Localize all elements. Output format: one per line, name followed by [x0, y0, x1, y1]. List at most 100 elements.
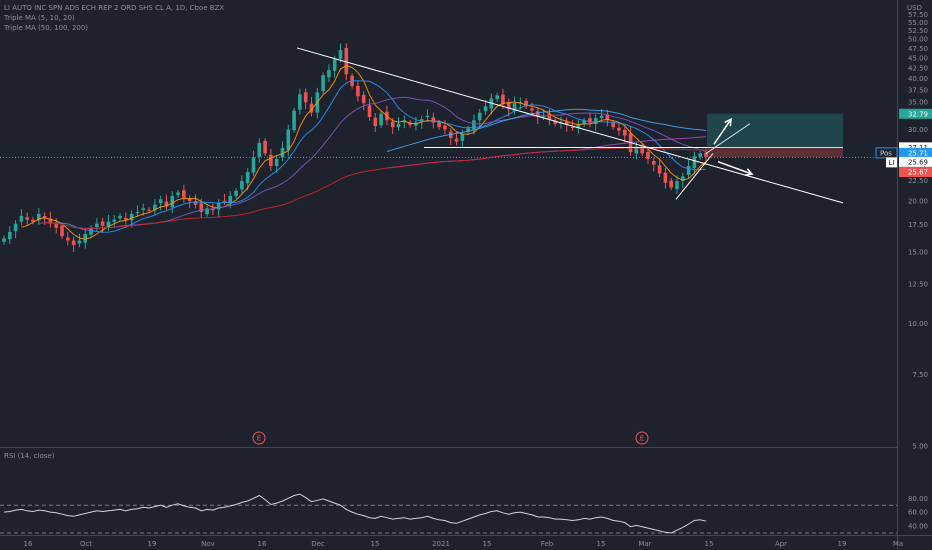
time-axis-tick: 16: [258, 540, 267, 548]
candle-body: [211, 209, 215, 211]
candle-body: [390, 121, 395, 128]
candle-body: [570, 126, 575, 128]
arrow-up-head: [724, 117, 732, 127]
candle-body: [605, 114, 610, 121]
candle-body: [240, 181, 244, 190]
candle-body: [187, 199, 192, 202]
price-axis-tick: 55.00: [908, 19, 928, 27]
candle-body: [692, 156, 697, 169]
rsi-axis-tick: 40.00: [908, 523, 928, 531]
price-axis-tick: 10.00: [908, 320, 928, 328]
pos-tag-label: Pos: [880, 149, 892, 157]
candle-body: [89, 227, 93, 235]
channel-lower: [675, 153, 714, 200]
arrow-down: [717, 160, 753, 175]
candle-body: [344, 48, 349, 75]
candle-body: [25, 217, 30, 220]
candle-body: [13, 223, 18, 232]
time-axis: 16 Oct 19 Nov 16 Dec 15 2021 15 Feb 15 Mar 15 Apr 19 Ma: [24, 540, 904, 548]
candle-body: [419, 119, 424, 122]
candle-body: [77, 240, 82, 244]
candle-body: [651, 161, 656, 165]
candle-body: [303, 92, 308, 103]
ma-100-line: [386, 136, 707, 169]
indicator-ma-long: Triple MA (50, 100, 200): [4, 24, 89, 32]
channel-upper: [705, 123, 751, 154]
ma-50-line: [386, 108, 707, 152]
time-axis-tick: 15: [597, 540, 606, 548]
candle-body: [234, 190, 238, 196]
candle-body: [37, 213, 41, 221]
candle-body: [71, 240, 76, 245]
candle-body: [2, 238, 6, 242]
candle-body: [83, 234, 88, 243]
candle-body: [530, 108, 534, 111]
candle-body: [42, 216, 47, 218]
candle-body: [251, 157, 256, 173]
price-axis-tick: 35.00: [908, 99, 928, 107]
candle-body: [501, 94, 505, 105]
candle-body: [477, 112, 482, 121]
candle-body: [48, 218, 53, 224]
candle-body: [547, 113, 552, 120]
candle-body: [564, 121, 569, 125]
candle-body: [553, 120, 557, 124]
chart-legend: LI AUTO INC SPN ADS ECH REP 2 ORD SHS CL…: [4, 3, 224, 33]
candle-body: [379, 113, 383, 126]
candle-body: [443, 125, 447, 130]
candle-body: [158, 199, 163, 204]
candle-body: [588, 118, 592, 123]
price-axis-tick: 42.50: [908, 64, 928, 72]
candle-body: [634, 146, 639, 154]
candle-body: [298, 94, 302, 110]
candle-body: [663, 172, 668, 183]
candle-body: [506, 102, 511, 110]
candle-body: [541, 115, 546, 117]
candle-body: [309, 103, 314, 113]
candle-body: [60, 225, 64, 237]
price-axis-tick: 20.00: [908, 198, 928, 206]
candle-body: [182, 190, 186, 198]
candle-body: [66, 237, 70, 241]
arrow-up: [713, 118, 732, 145]
candle-body: [141, 208, 146, 210]
price-axis-tick: 7.50: [912, 371, 928, 379]
rsi-label: RSI (14, close): [4, 452, 55, 460]
stop-price-tag-bg: [899, 167, 932, 178]
candle-body: [147, 209, 151, 211]
price-axis-tick: 57.50: [908, 11, 928, 19]
time-axis-tick: Feb: [541, 540, 554, 548]
time-axis-tick: 16: [24, 540, 33, 548]
price-axis-tick: 45.00: [908, 54, 928, 62]
time-axis-tick: Apr: [775, 540, 787, 548]
candle-body: [129, 213, 134, 221]
candle-body: [19, 215, 24, 222]
candle-body: [669, 180, 673, 188]
currency-label: USD: [907, 4, 922, 12]
ticker-tag-bg: [886, 157, 897, 168]
candle-body: [106, 221, 111, 228]
candle-body: [698, 153, 702, 157]
time-axis-tick: Mar: [638, 540, 651, 548]
candle-body: [280, 148, 285, 158]
candle-body: [593, 118, 598, 124]
candle-body: [675, 181, 679, 189]
candle-body: [245, 171, 250, 184]
candle-body: [269, 154, 273, 166]
candle-body: [135, 212, 140, 214]
price-axis-tick: 47.50: [908, 45, 928, 53]
time-axis-tick: 2021: [432, 540, 450, 548]
chart-title: LI AUTO INC SPN ADS ECH REP 2 ORD SHS CL…: [4, 4, 225, 12]
price-axis-tick: 12.50: [908, 281, 928, 289]
price-axis-tick: 50.00: [908, 36, 928, 44]
candle-body: [622, 129, 627, 136]
candle-body: [327, 70, 331, 78]
price-axis-tick: 5.00: [912, 443, 928, 451]
target-zone: [707, 113, 843, 148]
candle-body: [263, 140, 267, 154]
candle-body: [599, 115, 604, 119]
target-price-tag-bg: [899, 108, 932, 119]
candle-body: [332, 59, 337, 71]
